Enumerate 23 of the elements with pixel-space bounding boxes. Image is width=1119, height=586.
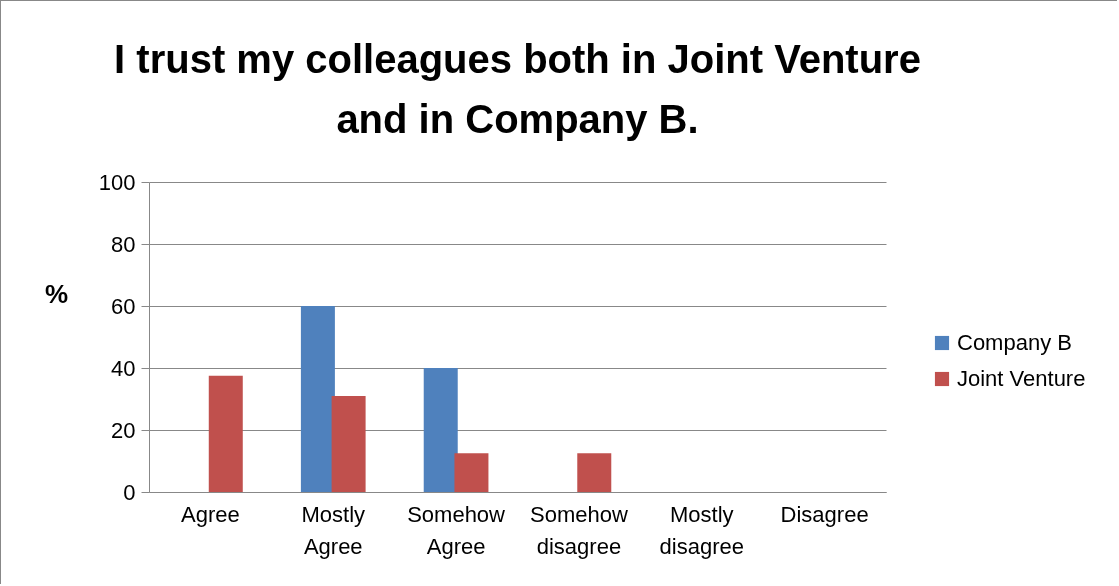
bar <box>300 306 335 492</box>
x-tick-label: Disagree <box>780 501 869 527</box>
bar <box>208 375 243 492</box>
bar <box>577 453 612 492</box>
y-tick-label: 60 <box>111 293 136 319</box>
y-tick-label: 80 <box>111 231 136 257</box>
y-axis-title: % <box>44 278 69 309</box>
y-tick-label: 0 <box>123 479 136 505</box>
legend-label: Company B <box>957 330 1072 355</box>
x-tick-label: Somehow disagree <box>529 501 628 559</box>
y-tick-label: 20 <box>111 417 136 443</box>
legend-label: Joint Venture <box>957 366 1086 391</box>
x-tick-label: Mostly Agree <box>301 501 366 559</box>
bar <box>423 368 458 492</box>
x-tick-label: Mostly disagree <box>659 501 744 559</box>
bar <box>331 395 366 492</box>
bar <box>454 453 489 492</box>
text: and in Company B. <box>336 97 699 141</box>
x-tick-label: Somehow Agree <box>407 501 506 559</box>
y-tick-label: 100 <box>98 169 136 195</box>
text: I trust my colleagues both in Joint Venture <box>114 37 921 81</box>
x-tick-label: Agree <box>181 501 240 527</box>
y-tick-label: 40 <box>111 355 136 381</box>
